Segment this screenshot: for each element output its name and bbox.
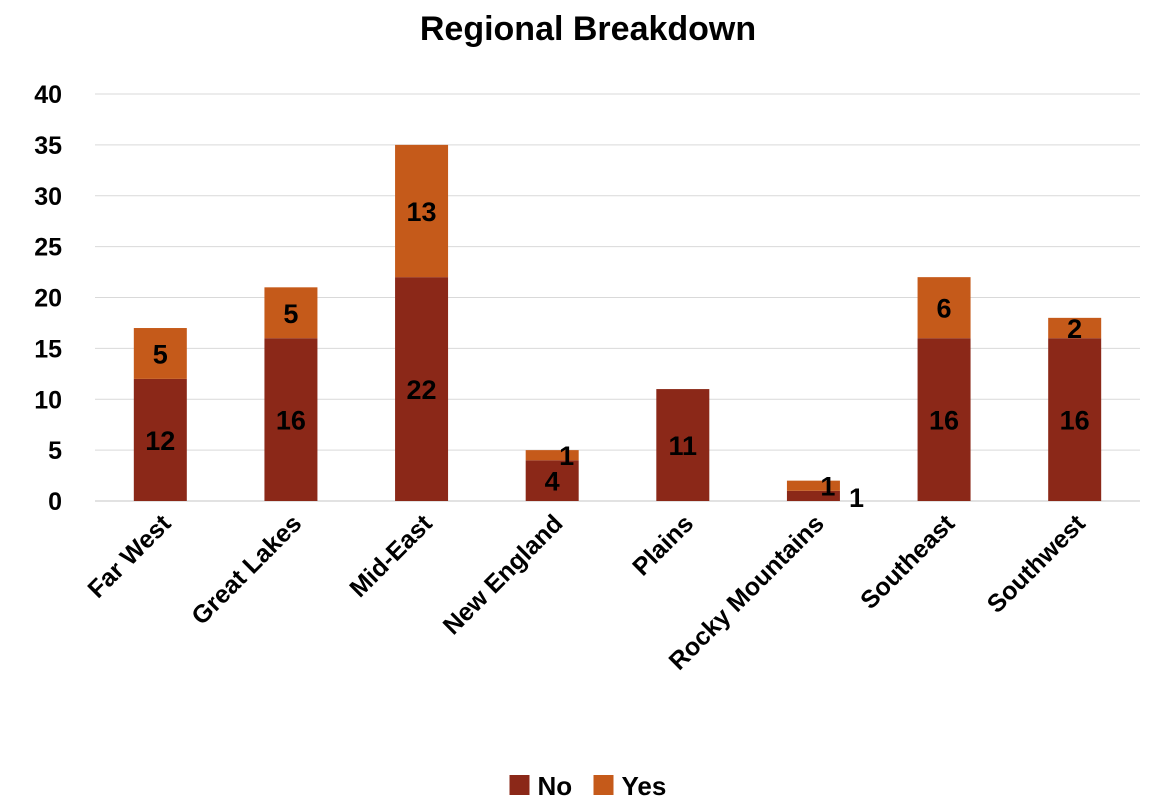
y-tick-label: 0: [48, 488, 62, 516]
data-label: 16: [929, 406, 959, 436]
data-label: 11: [669, 431, 698, 461]
bar-segment-yes: [786, 480, 840, 491]
bar-segment-no: [133, 378, 187, 501]
data-label: 6: [937, 294, 952, 324]
data-label: 22: [407, 375, 437, 405]
legend: No Yes: [509, 771, 667, 801]
bar-segment-yes: [525, 450, 579, 461]
data-label: 4: [545, 467, 560, 497]
y-tick-label: 40: [34, 81, 62, 109]
data-label: 1: [820, 472, 835, 502]
data-label: 16: [1060, 406, 1090, 436]
category-label: New England: [438, 509, 569, 640]
y-axis-ticks: 0 5 10 15 20 25 30 35 40: [34, 81, 62, 516]
category-label: Southwest: [982, 509, 1092, 619]
chart-title: Regional Breakdown: [420, 10, 756, 48]
bar-segment-yes: [395, 144, 449, 278]
data-label: 5: [153, 339, 168, 369]
category-label: Far West: [82, 509, 177, 604]
y-tick-label: 35: [34, 132, 62, 160]
data-label: 5: [283, 299, 298, 329]
data-label: 16: [276, 406, 306, 436]
gridlines: [95, 93, 1140, 502]
bar-segment-no: [1048, 338, 1102, 501]
y-tick-label: 5: [48, 437, 62, 465]
bar-segment-no: [656, 389, 710, 501]
bars: [133, 144, 1102, 501]
legend-swatch-yes: [593, 775, 614, 795]
bar-segment-yes: [1048, 317, 1102, 339]
legend-label-yes: Yes: [622, 771, 667, 801]
data-label: 13: [407, 197, 437, 227]
legend-swatch-no: [509, 775, 530, 795]
bar-segment-yes: [133, 328, 187, 379]
category-label: Southeast: [855, 509, 961, 615]
bar-segment-yes: [917, 277, 971, 339]
data-label: 12: [145, 426, 175, 456]
category-label: Great Lakes: [186, 509, 307, 630]
bar-segment-no: [786, 490, 840, 501]
category-label: Mid-East: [344, 509, 438, 603]
bar-segment-no: [917, 338, 971, 501]
data-label: 2: [1067, 314, 1082, 344]
bar-segment-no: [525, 460, 579, 501]
legend-label-no: No: [538, 771, 573, 801]
bar-segment-no: [395, 277, 449, 501]
data-label: 1: [849, 483, 864, 513]
y-tick-label: 25: [34, 234, 62, 262]
bar-segment-no: [264, 338, 318, 501]
y-tick-label: 10: [34, 386, 62, 414]
y-tick-label: 15: [34, 335, 62, 363]
bar-segment-yes: [264, 287, 318, 339]
data-label: 1: [559, 441, 574, 471]
x-axis-categories: Far West Great Lakes Mid-East New England Pl…: [82, 509, 1091, 676]
y-tick-label: 20: [34, 285, 62, 313]
y-tick-label: 30: [34, 183, 62, 211]
category-label: Plains: [627, 509, 699, 581]
